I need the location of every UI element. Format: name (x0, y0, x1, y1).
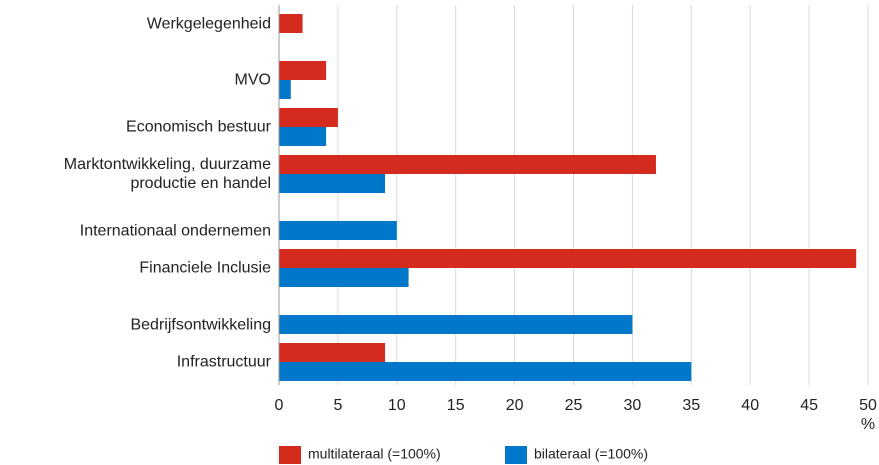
bar (279, 221, 397, 240)
x-tick-label: 30 (624, 397, 642, 414)
legend-label: bilateraal (=100%) (534, 446, 648, 462)
x-tick-label: 25 (565, 397, 583, 414)
x-tick-label: 20 (506, 397, 524, 414)
category-label: Financiele Inclusie (139, 259, 271, 277)
bar (279, 362, 692, 381)
bar (279, 249, 857, 268)
x-unit: % (861, 416, 875, 433)
bar (279, 108, 338, 127)
category-label: Werkgelegenheid (146, 15, 271, 32)
bar (279, 343, 386, 362)
x-tick-label: 45 (800, 397, 818, 414)
x-tick-label: 50 (859, 397, 877, 414)
x-tick-label: 0 (275, 397, 284, 414)
x-tick-label: 5 (333, 397, 342, 414)
category-label: Bedrijfsontwikkeling (130, 316, 271, 333)
bar (279, 14, 303, 33)
x-tick-label: 40 (741, 397, 759, 414)
category-label: MVO (234, 71, 271, 89)
bar (279, 80, 291, 99)
x-tick-label: 35 (682, 397, 700, 414)
bar (279, 268, 409, 287)
category-label: Internationaal ondernemen (79, 222, 271, 239)
legend-swatch (279, 446, 301, 464)
category-label: Economisch bestuur (126, 118, 271, 136)
bar (279, 174, 386, 193)
legend-swatch (505, 446, 527, 464)
x-tick-label: 15 (447, 397, 465, 414)
legend-label: multilateraal (=100%) (308, 446, 441, 462)
bar (279, 315, 633, 334)
bar (279, 61, 327, 80)
bar (279, 155, 656, 174)
category-label: Marktontwikkeling, duurzame productie en… (63, 156, 271, 192)
category-label: Infrastructuur (176, 353, 271, 371)
x-tick-label: 10 (388, 397, 406, 414)
bar (279, 127, 327, 146)
